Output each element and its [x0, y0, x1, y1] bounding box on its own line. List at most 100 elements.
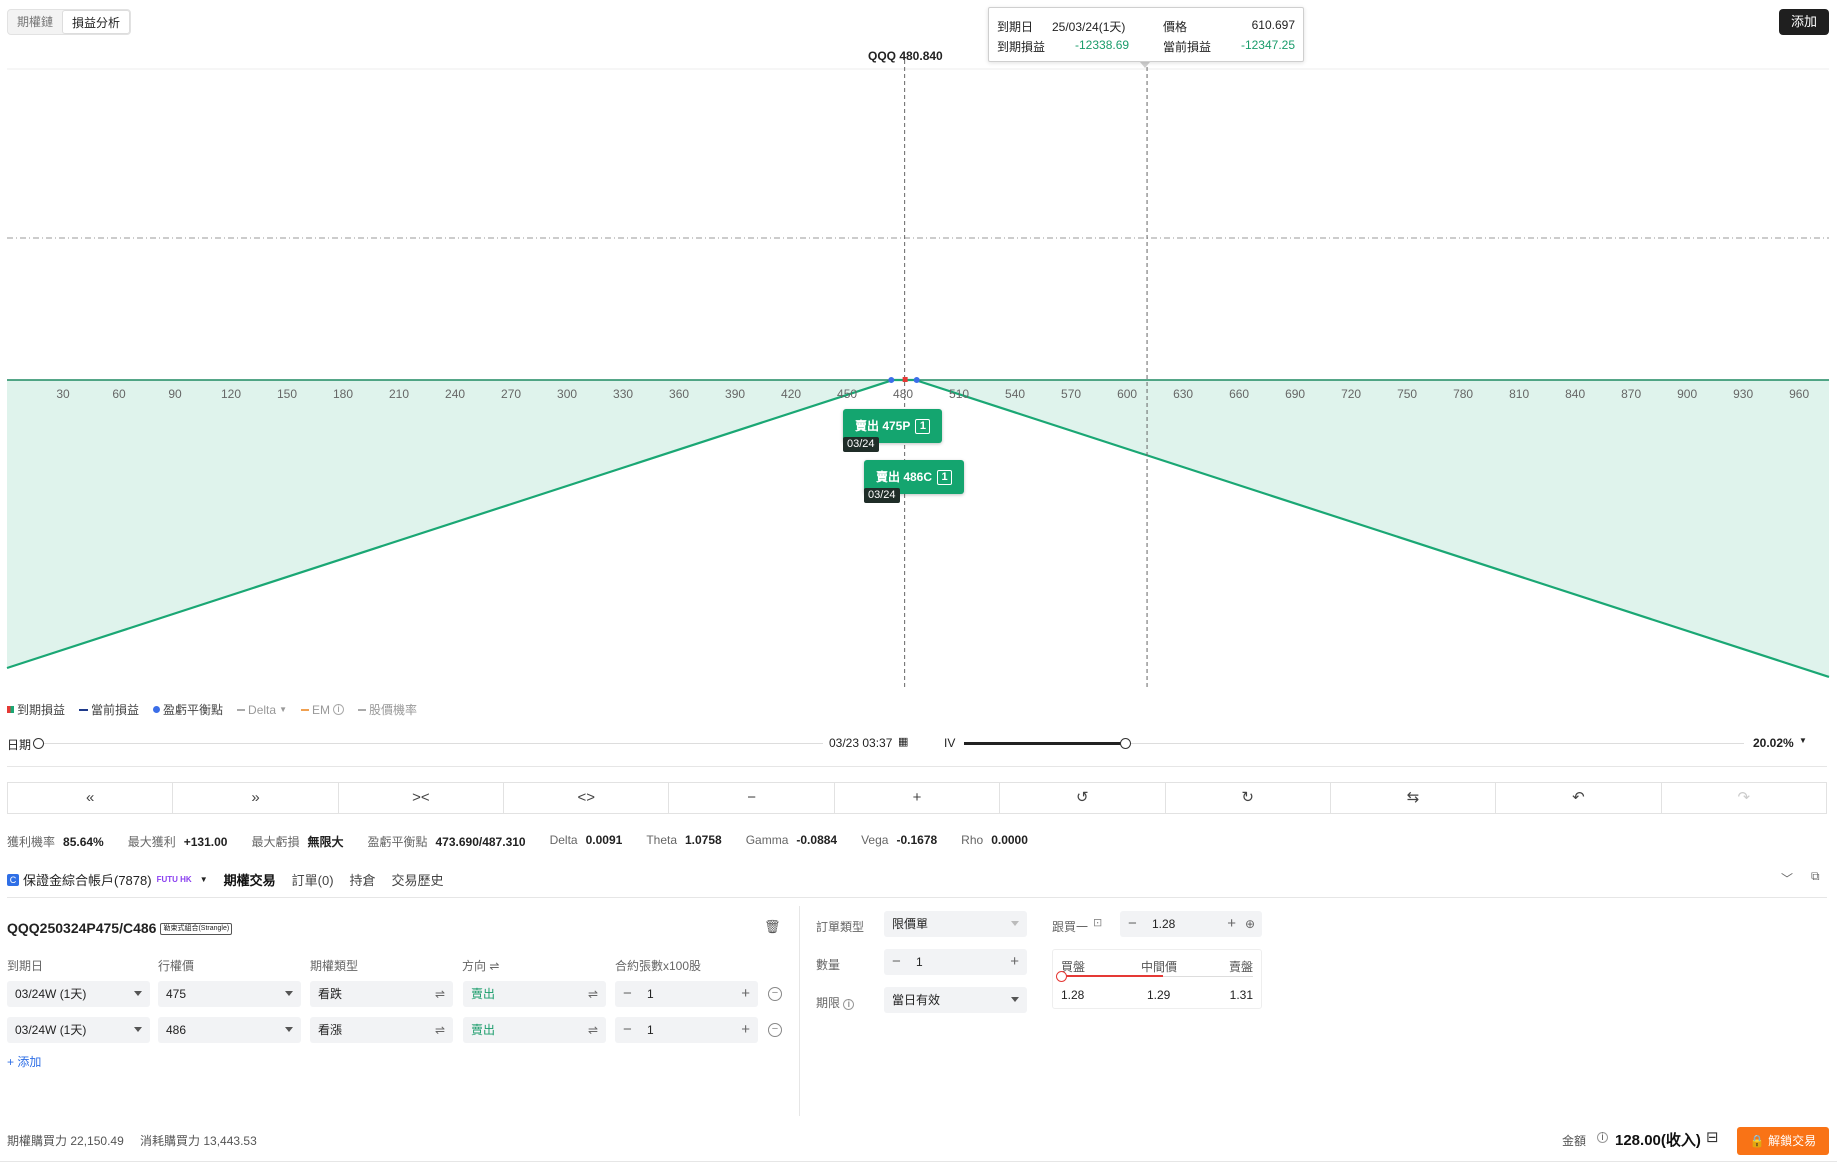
shift-left-button[interactable]: « — [8, 783, 174, 813]
increase-qty-button[interactable]: + — [835, 783, 1001, 813]
chevron-down-icon — [285, 1027, 293, 1032]
leg-type-toggle[interactable]: 看跌 ⇌ — [310, 981, 453, 1007]
stat-value: 0.0000 — [991, 833, 1028, 847]
chevron-down-icon[interactable]: ▼ — [199, 875, 208, 884]
decrease-qty-button[interactable]: − — [669, 783, 835, 813]
tab-orders[interactable]: 訂單(0) — [291, 873, 334, 888]
payment-icon[interactable]: ⊟ — [1706, 1129, 1719, 1146]
quantity-stepper[interactable]: − 1 + — [884, 949, 1027, 975]
legs-header: 方向 ⇌ — [462, 959, 500, 973]
quote-slider-handle[interactable] — [1056, 971, 1067, 982]
legend-breakeven[interactable]: 盈虧平衡點 — [153, 701, 223, 718]
date-slider-track[interactable] — [33, 743, 823, 744]
order-type-select[interactable]: 限價單 — [884, 911, 1027, 937]
legend-delta[interactable]: Delta ▼ — [237, 701, 287, 718]
swap-icon[interactable]: ⇌ — [587, 987, 598, 1001]
tif-select[interactable]: 當日有效 — [884, 987, 1027, 1013]
minus-icon[interactable]: − — [1128, 915, 1137, 932]
loss-area — [7, 380, 1829, 677]
leg-qty-value: 1 — [647, 1023, 654, 1037]
leg-type-value: 看跌 — [318, 987, 343, 1001]
legend-expiry-pl[interactable]: 到期損益 — [7, 701, 65, 718]
quantity-value: 1 — [916, 955, 923, 969]
x-tick-label: 570 — [1061, 387, 1081, 401]
iv-slider-handle[interactable] — [1120, 738, 1131, 749]
x-tick-label: 540 — [1005, 387, 1025, 401]
remove-leg-icon[interactable]: − — [768, 1023, 782, 1037]
tab-option-trade[interactable]: 期權交易 — [223, 873, 276, 888]
legend-em[interactable]: EM i — [300, 701, 344, 718]
leg-strike-select[interactable]: 475 — [158, 981, 301, 1007]
breakeven-point[interactable] — [913, 377, 920, 383]
collapse-icon[interactable]: ﹀ — [1781, 872, 1794, 886]
lock-icon[interactable]: ⊡ — [1093, 917, 1103, 929]
legend-swatch — [153, 706, 161, 713]
leg-side-toggle[interactable]: 賣出 ⇌ — [463, 1017, 606, 1043]
leg-qty-stepper[interactable]: − 1 + — [615, 981, 758, 1007]
plus-icon[interactable]: + — [741, 1021, 750, 1038]
undo-icon[interactable]: ↶ — [1496, 783, 1662, 813]
account-name[interactable]: 保證金綜合帳戶(7878) — [23, 873, 152, 888]
iv-slider-track[interactable] — [964, 743, 1744, 744]
leg-side-toggle[interactable]: 賣出 ⇌ — [463, 981, 606, 1007]
legs-header: 行權價 — [158, 959, 195, 973]
follow-bid-label[interactable]: 跟買一 — [1052, 920, 1089, 934]
target-icon[interactable]: ⊕ — [1244, 917, 1255, 931]
add-leg-link[interactable]: + 添加 — [7, 1055, 42, 1069]
mid-value[interactable]: 1.29 — [1147, 988, 1171, 1002]
swap-icon[interactable]: ⇌ — [587, 1023, 598, 1037]
swap-icon[interactable]: ⇌ — [434, 987, 445, 1001]
price-stepper[interactable]: − 1.28 + ⊕ — [1120, 911, 1262, 937]
tab-history[interactable]: 交易歷史 — [391, 873, 444, 888]
leg-qty-stepper[interactable]: − 1 + — [615, 1017, 758, 1043]
leg-strike-select[interactable]: 486 — [158, 1017, 301, 1043]
breakeven-point[interactable] — [888, 377, 895, 383]
tab-positions[interactable]: 持倉 — [349, 873, 376, 888]
minus-icon[interactable]: − — [623, 1021, 632, 1038]
date-iv-row: 日期 03/23 03:37 ▦ IV 20.02% ▼ — [7, 733, 1827, 753]
plus-icon[interactable]: + — [741, 985, 750, 1002]
tab-pl-analysis[interactable]: 損益分析 — [62, 10, 131, 34]
x-tick-label: 420 — [781, 387, 801, 401]
bid-value[interactable]: 1.28 — [1061, 988, 1085, 1002]
position-tag-call[interactable]: 賣出 486C 1 — [864, 460, 965, 494]
x-tick-label: 480 — [893, 387, 913, 401]
swap-icon[interactable]: ⇌ — [434, 1023, 445, 1037]
date-slider-handle[interactable] — [33, 738, 44, 749]
redo-icon[interactable]: ↷ — [1737, 789, 1751, 806]
tab-option-chain[interactable]: 期權鏈 — [17, 15, 54, 29]
leg-expiry-select[interactable]: 03/24W (1天) — [7, 1017, 150, 1043]
trash-icon[interactable]: 🗑 — [764, 919, 781, 934]
minus-icon[interactable]: − — [623, 985, 632, 1002]
stat-label: Gamma — [745, 833, 789, 847]
reset-icon[interactable]: ↻ — [1166, 783, 1331, 813]
position-tag-call-qty: 1 — [937, 470, 953, 486]
calendar-icon[interactable]: ▦ — [898, 736, 909, 748]
stat-value: -0.0884 — [796, 833, 838, 847]
pl-chart[interactable]: 30 60 90 120 150 180 210 240 270 300 330 360 390 420 4… — [0, 60, 1837, 690]
flip-icon[interactable]: ⇆ — [1331, 783, 1497, 813]
chevron-down-icon[interactable]: ▼ — [1799, 736, 1807, 745]
stat-label: Theta — [646, 833, 677, 847]
ask-value[interactable]: 1.31 — [1229, 988, 1253, 1002]
history-icon[interactable]: ↺ — [1000, 783, 1166, 813]
plus-icon[interactable]: + — [1227, 915, 1236, 932]
widen-button[interactable]: <> — [504, 783, 670, 813]
popout-icon[interactable]: ⧉ — [1811, 869, 1820, 883]
minus-icon[interactable]: − — [892, 953, 901, 970]
legend-current-pl[interactable]: 當前損益 — [79, 701, 139, 718]
consumed-buying-power: 消耗購買力 13,443.53 — [140, 1132, 257, 1149]
legend-probability[interactable]: 股價機率 — [357, 701, 417, 718]
chevron-down-icon — [285, 991, 293, 996]
position-tag-put-date: 03/24 — [843, 437, 879, 452]
shift-right-button[interactable]: » — [173, 783, 339, 813]
leg-expiry-select[interactable]: 03/24W (1天) — [7, 981, 150, 1007]
legend-label: 股價機率 — [368, 703, 417, 717]
iv-value[interactable]: 20.02% — [1753, 736, 1794, 750]
remove-leg-icon[interactable]: − — [768, 987, 782, 1001]
leg-type-toggle[interactable]: 看漲 ⇌ — [310, 1017, 453, 1043]
unlock-trade-button[interactable]: 🔒 解鎖交易 — [1737, 1127, 1829, 1155]
add-button[interactable]: 添加 — [1779, 9, 1829, 35]
plus-icon[interactable]: + — [1010, 953, 1019, 970]
narrow-button[interactable]: >< — [339, 783, 505, 813]
